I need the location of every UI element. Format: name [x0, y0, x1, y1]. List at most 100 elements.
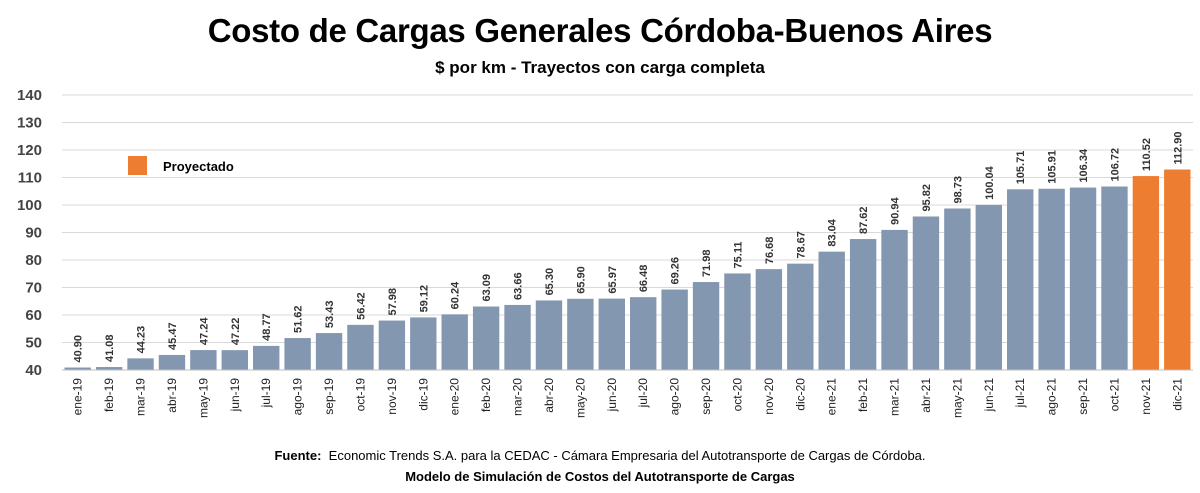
source-note: Fuente: Economic Trends S.A. para la CED…: [0, 448, 1200, 463]
data-label-abr-19: 45.47: [167, 322, 179, 350]
x-tick-abr-19: abr-19: [165, 378, 179, 413]
data-label-ago-21: 105.91: [1047, 150, 1059, 184]
bar-may-21: [944, 208, 971, 370]
x-tick-dic-19: dic-19: [416, 378, 430, 411]
bars: [64, 169, 1191, 370]
x-tick-dic-20: dic-20: [793, 378, 807, 411]
data-label-abr-20: 65.30: [544, 268, 556, 296]
x-tick-oct-19: oct-19: [353, 378, 367, 412]
bar-oct-21: [1101, 186, 1128, 370]
x-tick-jun-21: jun-21: [982, 378, 996, 413]
bar-jun-20: [598, 298, 625, 370]
bar-sep-20: [692, 282, 720, 370]
data-label-ene-20: 60.24: [450, 281, 462, 309]
y-tick-label: 120: [17, 142, 42, 159]
bar-oct-20: [724, 273, 751, 370]
bar-ene-21: [818, 251, 845, 370]
bar-dic-20: [787, 263, 814, 370]
bar-may-19: [190, 350, 217, 370]
y-tick-label: 50: [25, 335, 42, 352]
x-tick-mar-19: mar-19: [134, 378, 148, 416]
x-tick-ene-21: ene-21: [825, 378, 839, 416]
bar-mar-21: [881, 229, 908, 370]
data-label-abr-21: 95.82: [921, 184, 933, 212]
y-tick-label: 110: [18, 170, 42, 187]
x-tick-dic-21: dic-21: [1170, 378, 1184, 411]
x-tick-ago-20: ago-20: [668, 378, 682, 416]
bar-may-20: [567, 298, 594, 370]
chart-title: Costo de Cargas Generales Córdoba-Buenos…: [207, 12, 993, 49]
x-tick-sep-21: sep-21: [1076, 378, 1090, 415]
data-label-may-20: 65.90: [575, 266, 587, 294]
bar-feb-21: [849, 239, 877, 370]
x-tick-abr-20: abr-20: [542, 378, 556, 413]
data-label-mar-21: 90.94: [890, 197, 902, 225]
x-tick-oct-20: oct-20: [730, 378, 744, 412]
chart-subtitle: $ por km - Trayectos con carga completa: [435, 58, 765, 77]
data-label-mar-20: 63.66: [513, 272, 525, 300]
data-label-jul-19: 48.77: [261, 313, 273, 341]
data-label-dic-19: 59.12: [418, 285, 430, 313]
bar-jul-20: [630, 297, 657, 370]
model-note: Modelo de Simulación de Costos del Autot…: [405, 469, 795, 484]
source-text: Economic Trends S.A. para la CEDAC - Cám…: [328, 448, 926, 463]
x-axis: ene-19 feb-19 mar-19 abr-19 may-19 jun-19 jul-…: [62, 369, 1193, 418]
bar-sep-19: [315, 333, 343, 370]
y-tick-label: 80: [25, 252, 42, 269]
x-tick-abr-21: abr-21: [919, 378, 933, 413]
bar-nov-20: [755, 269, 783, 370]
x-tick-nov-20: nov-20: [762, 378, 776, 415]
bar-jul-21: [1007, 189, 1034, 370]
bar-jun-19: [221, 350, 248, 370]
data-label-ago-19: 51.62: [293, 306, 305, 334]
bar-dic-19: [410, 317, 437, 370]
x-tick-ene-19: ene-19: [71, 378, 85, 416]
data-label-mar-19: 44.23: [136, 326, 148, 354]
y-tick-label: 70: [25, 280, 42, 297]
data-label-feb-19: 41.08: [104, 334, 116, 362]
x-tick-mar-20: mar-20: [511, 378, 525, 416]
data-label-nov-20: 76.68: [764, 237, 776, 265]
bar-feb-20: [472, 306, 500, 370]
data-label-jul-21: 105.71: [1015, 151, 1027, 185]
data-label-feb-20: 63.09: [481, 274, 493, 302]
data-label-dic-20: 78.67: [795, 231, 807, 259]
y-axis: 40 50 60 70 80 90 100 110 120 130 140: [17, 87, 42, 379]
x-tick-sep-20: sep-20: [699, 378, 713, 415]
x-tick-feb-21: feb-21: [856, 378, 870, 412]
x-tick-may-19: may-19: [196, 378, 210, 418]
x-tick-sep-19: sep-19: [322, 378, 336, 415]
x-tick-ene-20: ene-20: [448, 378, 462, 416]
x-tick-oct-21: oct-21: [1107, 378, 1121, 412]
bar-nov-21: [1132, 176, 1160, 370]
x-tick-ago-21: ago-21: [1045, 378, 1059, 416]
data-label-oct-20: 75.11: [732, 242, 744, 269]
y-tick-label: 90: [25, 225, 42, 242]
data-label-may-19: 47.24: [198, 317, 210, 345]
x-tick-nov-19: nov-19: [385, 378, 399, 415]
bar-ene-19: [64, 367, 91, 370]
data-label-jun-19: 47.22: [230, 318, 242, 346]
data-label-may-21: 98.73: [952, 176, 964, 204]
bar-ago-20: [661, 289, 688, 370]
bar-sep-21: [1069, 187, 1097, 370]
legend-swatch-proyectado: [128, 156, 147, 175]
bar-oct-19: [347, 324, 374, 370]
bar-chart: 40 50 60 70 80 90 100 110 120 130 140 40.90 41.08 44…: [17, 87, 1193, 418]
bar-jul-19: [253, 345, 280, 370]
y-tick-label: 100: [17, 197, 42, 214]
data-label-jul-20: 66.48: [638, 265, 650, 293]
bar-abr-21: [912, 216, 940, 370]
data-label-feb-21: 87.62: [858, 207, 870, 235]
data-label-oct-21: 106.72: [1109, 148, 1121, 182]
x-tick-feb-19: feb-19: [102, 378, 116, 412]
bar-feb-19: [95, 367, 123, 370]
bar-abr-19: [158, 354, 186, 370]
bar-ene-20: [441, 314, 468, 370]
y-tick-label: 130: [17, 115, 42, 132]
data-label-sep-19: 53.43: [324, 301, 336, 329]
data-label-nov-19: 57.98: [387, 288, 399, 316]
data-label-ene-19: 40.90: [73, 335, 85, 363]
bar-mar-19: [127, 358, 154, 370]
x-tick-feb-20: feb-20: [479, 378, 493, 412]
